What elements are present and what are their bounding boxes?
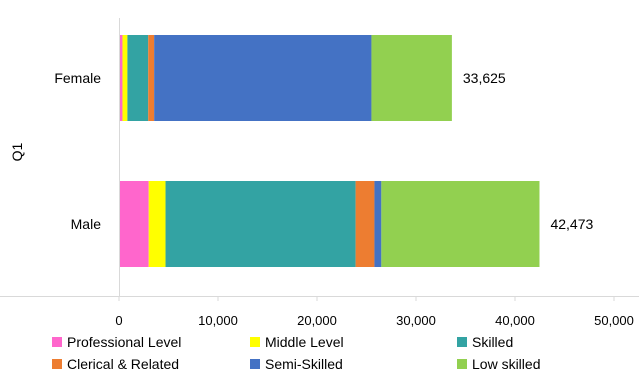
legend-swatch-clerical-related	[52, 359, 62, 369]
legend-swatch-semi-skilled	[250, 359, 260, 369]
legend-label-skilled: Skilled	[472, 334, 513, 350]
total-label-female: 33,625	[463, 70, 506, 86]
y-category-labels: Female Male	[54, 70, 101, 232]
legend-label-professional-level: Professional Level	[67, 334, 181, 350]
bar-segment-female-clerical-related	[148, 35, 155, 121]
bar-segment-female-middle-level	[122, 35, 128, 121]
y-axis-title: Q1	[9, 142, 25, 161]
x-ticks: 0 10,000 20,000 30,000 40,000 50,000	[115, 296, 634, 328]
bar-segment-female-semi-skilled	[154, 35, 372, 121]
bar-segment-male-clerical-related	[355, 181, 375, 267]
total-label-male: 42,473	[550, 216, 593, 232]
x-tick-label: 40,000	[495, 313, 535, 328]
category-label-male: Male	[71, 216, 102, 232]
x-tick-label: 30,000	[396, 313, 436, 328]
legend-swatch-low-skilled	[457, 359, 467, 369]
bar-segment-male-low-skilled	[381, 181, 540, 267]
bar-segment-female-professional-level	[119, 35, 123, 121]
bars-layer	[119, 35, 540, 267]
x-tick-label: 10,000	[198, 313, 238, 328]
x-tick-label: 0	[115, 313, 122, 328]
category-label-female: Female	[54, 70, 101, 86]
bar-segment-male-professional-level	[119, 181, 149, 267]
x-tick-label: 50,000	[594, 313, 634, 328]
legend-swatch-professional-level	[52, 337, 62, 347]
legend-label-low-skilled: Low skilled	[472, 356, 540, 372]
x-tick-label: 20,000	[297, 313, 337, 328]
legend: Professional Level Middle Level Skilled Cle…	[52, 334, 540, 372]
total-labels: 33,625 42,473	[463, 70, 594, 232]
legend-label-clerical-related: Clerical & Related	[67, 356, 179, 372]
legend-swatch-middle-level	[250, 337, 260, 347]
bar-segment-male-semi-skilled	[374, 181, 382, 267]
bar-segment-male-middle-level	[148, 181, 166, 267]
legend-swatch-skilled	[457, 337, 467, 347]
bar-segment-female-skilled	[127, 35, 149, 121]
legend-label-middle-level: Middle Level	[265, 334, 344, 350]
bar-segment-female-low-skilled	[371, 35, 452, 121]
legend-label-semi-skilled: Semi-Skilled	[265, 356, 343, 372]
bar-segment-male-skilled	[165, 181, 356, 267]
